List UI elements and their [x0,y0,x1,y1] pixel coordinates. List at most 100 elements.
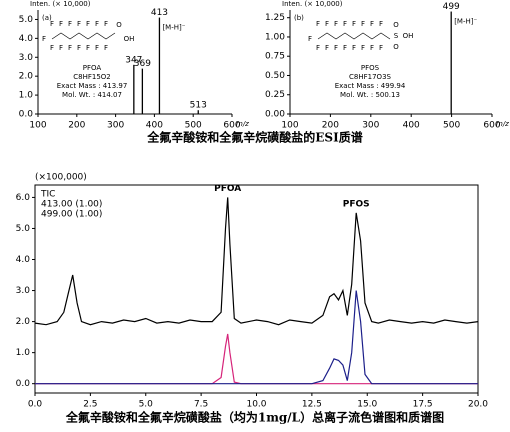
atom-label: F [77,44,81,52]
atom-label: F [343,20,347,28]
y-tick-label: 1.00 [265,32,285,42]
atom-label: O [116,21,122,29]
atom-label: O [393,43,399,51]
structure-bond [51,32,116,40]
x-tick-label: 600 [223,121,240,131]
atom-label: F [316,20,320,28]
x-tick-label: 400 [403,121,420,131]
compound-info: Exact Mass : 413.97 [57,82,128,90]
atom-label: F [334,20,338,28]
panel-label: (a) [42,14,52,22]
y-tick-label: 3.0 [16,286,31,296]
y-axis-title: Inten. (× 10,000) [282,0,343,8]
compound-info: C8HF15O2 [73,73,111,81]
compound-info: Mol. Wt. : 500.13 [340,91,400,99]
x-tick-label: 600 [483,121,500,131]
atom-label: OH [124,35,135,43]
atom-label: F [379,44,383,52]
x-tick-label: 5.0 [139,400,154,410]
x-tick-label: 0.0 [28,400,43,410]
x-tick-label: 200 [322,121,339,131]
panel-label: (b) [294,14,304,22]
x-tick-label: 20.0 [468,400,488,410]
x-tick-label: 7.5 [194,400,208,410]
atom-label: F [325,44,329,52]
atom-label: F [325,20,329,28]
y-tick-label: 5.0 [16,224,31,234]
peak-label: 513 [190,101,207,111]
x-tick-label: 12.5 [302,400,322,410]
legend-label: TIC [40,190,55,200]
y-axis-title: (×100,000) [35,173,87,183]
atom-label: F [379,20,383,28]
atom-label: F [334,44,338,52]
atom-label: F [370,20,374,28]
y-tick-label: 0.75 [265,52,285,62]
atom-label: F [316,44,320,52]
atom-label: F [343,44,347,52]
peak-annotation: [M-H]⁻ [454,18,477,26]
peak-annotation: PFOA [214,184,241,194]
atom-label: F [95,20,99,28]
x-tick-label: 15.0 [357,400,377,410]
y-tick-label: 0.0 [16,379,31,389]
x-tick-label: 200 [68,121,85,131]
atom-label: S [394,32,399,40]
atom-label: F [68,20,72,28]
x-tick-label: 2.5 [83,400,97,410]
y-tick-label: 1.0 [16,348,31,358]
atom-label: F [352,44,356,52]
y-tick-label: 0.25 [265,90,285,100]
atom-label: F [50,44,54,52]
atom-label: F [77,20,81,28]
atom-label: F [50,20,54,28]
x-tick-label: 300 [362,121,379,131]
y-tick-label: 1.25 [265,13,285,23]
y-tick-label: 2.0 [19,72,34,82]
peak-label: 499 [443,2,460,12]
compound-info: Exact Mass : 499.94 [335,82,406,90]
atom-label: F [370,44,374,52]
compound-info: C8HF17O3S [349,73,392,81]
atom-label: F [104,44,108,52]
x-tick-label: 17.5 [413,400,433,410]
peak-annotation: PFOS [343,199,370,209]
legend-label: 499.00 (1.00) [41,210,102,220]
atom-label: F [361,20,365,28]
peak-label: 347 [125,55,142,65]
series-line [34,197,479,326]
atom-label: F [86,44,90,52]
y-tick-label: 1.0 [19,91,34,101]
peak-annotation: [M-H]⁻ [162,24,185,32]
x-axis-title: m/z [236,120,249,128]
atom-label: F [361,44,365,52]
y-axis-title: Inten. (× 10,000) [30,0,91,8]
atom-label: F [308,35,312,43]
x-tick-label: 100 [281,121,298,131]
peak-label: 413 [151,8,168,18]
legend-label: 413.00 (1.00) [41,200,102,210]
atom-label: F [352,20,356,28]
compound-info: PFOS [361,64,380,72]
compound-info: Mol. Wt. : 414.07 [62,91,122,99]
atom-label: OH [403,32,414,40]
x-tick-label: 300 [107,121,124,131]
atom-label: O [393,21,399,29]
series-line [35,290,478,385]
x-tick-label: 500 [185,121,202,131]
caption: 全氟辛酸铵和全氟辛烷磺酸盐的ESI质谱 [146,130,362,145]
y-tick-label: 4.0 [19,34,34,44]
atom-label: F [42,35,46,43]
y-tick-label: 6.0 [16,193,31,203]
x-tick-label: 10.0 [246,400,266,410]
x-tick-label: 500 [443,121,460,131]
series-line [35,333,478,385]
x-tick-label: 100 [29,121,46,131]
atom-label: F [104,20,108,28]
x-axis-title: m/z [496,120,509,128]
compound-info: PFOA [83,64,102,72]
atom-label: F [59,44,63,52]
y-tick-label: 5.0 [19,15,34,25]
